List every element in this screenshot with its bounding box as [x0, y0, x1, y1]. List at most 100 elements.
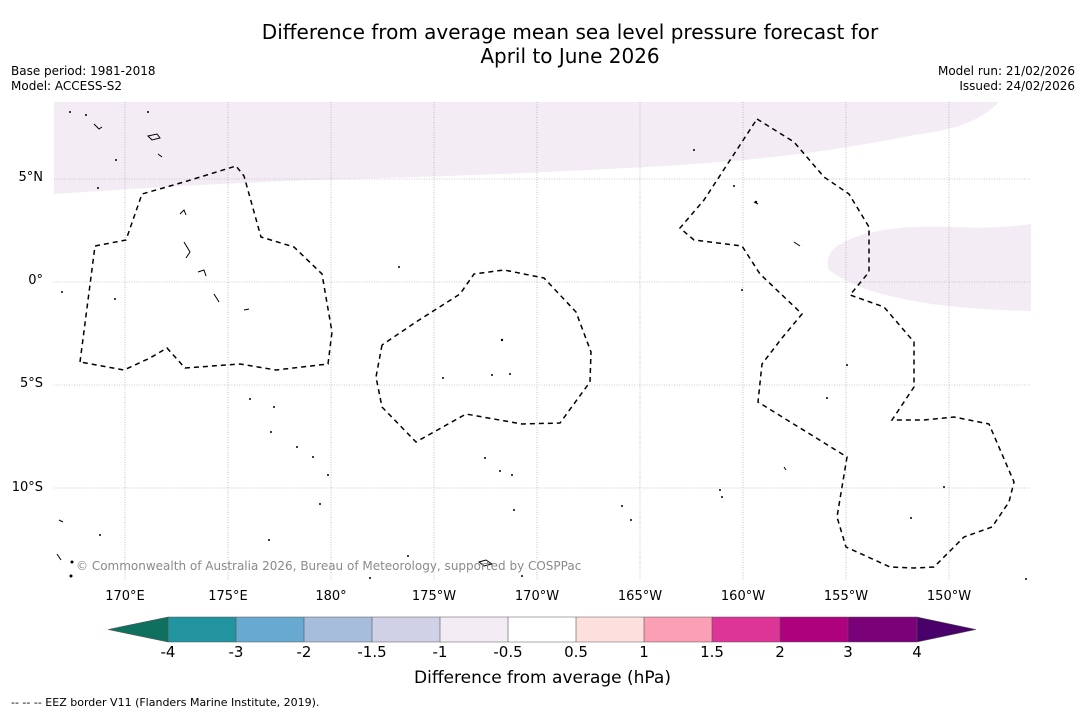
model-run: Model run: 21/02/2026: [937, 64, 1075, 78]
island-marker: [183, 241, 191, 259]
chart-title: Difference from average mean sea level p…: [0, 20, 1085, 68]
eez-footnote: -- -- -- EEZ border V11 (Flanders Marine…: [11, 696, 320, 709]
colorbar-segment: [780, 617, 848, 642]
colorbar-segment: [712, 617, 780, 642]
lon-label-170w: 170°W: [514, 589, 560, 604]
island-dot: [733, 185, 735, 187]
colorbar-tick: -3: [228, 643, 244, 661]
island-dot: [147, 111, 149, 113]
copyright-notice: © Commonwealth of Australia 2026, Bureau…: [76, 559, 582, 573]
island-marker: [58, 519, 64, 523]
island-dot: [693, 149, 695, 151]
colorbar-segment: [236, 617, 304, 642]
lon-label-180: 180°: [315, 589, 347, 604]
island-dot: [312, 456, 314, 458]
title-line-2: April to June 2026: [480, 44, 660, 68]
island-dot: [910, 517, 912, 519]
colorbar-tick: 2: [775, 643, 785, 661]
island-dot: [846, 364, 848, 366]
island-marker: [197, 269, 207, 277]
lon-label-155w: 155°W: [823, 589, 869, 604]
lon-label-170e: 170°E: [105, 589, 145, 604]
island-dot: [511, 474, 513, 476]
colorbar-segment: [644, 617, 712, 642]
colorbar-tick: 4: [912, 643, 922, 661]
island-dot: [115, 159, 117, 161]
eez-borders: [79, 118, 1015, 569]
colorbar-segment: [576, 617, 644, 642]
lon-label-175w: 175°W: [411, 589, 457, 604]
colorbar-tick: 1.5: [700, 643, 724, 661]
island-dot: [1025, 578, 1027, 580]
island-dot: [826, 397, 828, 399]
island-marker: [213, 293, 220, 303]
colorbar-tick: -0.5: [493, 643, 523, 661]
island-marker: [477, 559, 494, 567]
colorbar-tick: -1.5: [357, 643, 387, 661]
island-dot: [499, 470, 501, 472]
island-dot: [442, 377, 444, 379]
colorbar-tick: 1: [639, 643, 649, 661]
island-dot: [491, 374, 493, 376]
island-dot: [85, 114, 87, 116]
meta-right: Model run: 21/02/2026 Issued: 24/02/2026: [938, 64, 1075, 94]
lon-label-175e: 175°E: [208, 589, 248, 604]
island-dot: [407, 555, 409, 557]
island-dots: [61, 111, 1027, 580]
colorbar-tick: -4: [160, 643, 176, 661]
colorbar-segment: [304, 617, 372, 642]
colorbar-segment: [508, 617, 576, 642]
island-dot: [741, 289, 743, 291]
colorbar-segment: [168, 617, 236, 642]
colorbar-svg: [107, 616, 977, 643]
colorbar-title: Difference from average (hPa): [414, 668, 671, 688]
island-marker: [157, 153, 163, 158]
lat-label-5n: 5°N: [18, 170, 44, 185]
island-dot: [621, 505, 623, 507]
island-dot: [500, 338, 504, 342]
colorbar-segment-low-extend: [108, 617, 168, 642]
colorbar: [107, 616, 978, 647]
island-dot: [296, 446, 298, 448]
island-dot: [273, 406, 275, 408]
island-marker: [93, 123, 103, 130]
island-dot: [754, 200, 758, 204]
lon-label-165w: 165°W: [617, 589, 663, 604]
island-dot: [97, 187, 99, 189]
island-marker: [243, 308, 250, 311]
island-dot: [319, 503, 321, 505]
island-marker: [783, 466, 787, 471]
island-dot: [521, 575, 523, 577]
island-dot: [61, 291, 63, 293]
island-dot: [721, 496, 723, 498]
island-dot: [70, 560, 74, 564]
island-dot: [630, 519, 632, 521]
island-dot: [268, 539, 270, 541]
lat-label-10s: 10°S: [11, 480, 43, 495]
colorbar-tick: 0.5: [564, 643, 588, 661]
colorbar-segment-high-extend: [917, 617, 976, 642]
colorbar-tick: 3: [843, 643, 853, 661]
map-svg: [54, 102, 1031, 580]
eez-border-kiribati-gilbert: [79, 165, 333, 371]
colorbar-tick: -2: [296, 643, 312, 661]
island-dot: [249, 398, 251, 400]
anomaly-region-east: [827, 224, 1031, 311]
island-dot: [719, 489, 721, 491]
island-dot: [114, 298, 116, 300]
lon-label-150w: 150°W: [926, 589, 972, 604]
title-line-1: Difference from average mean sea level p…: [261, 20, 879, 44]
island-dot: [398, 266, 400, 268]
map-area: [54, 102, 1031, 580]
eez-border-phoenix: [375, 269, 592, 443]
island-dot: [270, 431, 272, 433]
issued-date: Issued: 24/02/2026: [959, 79, 1075, 93]
lon-label-160w: 160°W: [720, 589, 766, 604]
colorbar-tick: -1: [432, 643, 448, 661]
lat-label-0: 0°: [28, 273, 43, 288]
island-dot: [484, 457, 486, 459]
meta-left: Base period: 1981-2018 Model: ACCESS-S2: [11, 64, 156, 94]
island-dot: [327, 474, 329, 476]
lat-label-5s: 5°S: [19, 376, 43, 391]
colorbar-segment: [372, 617, 440, 642]
